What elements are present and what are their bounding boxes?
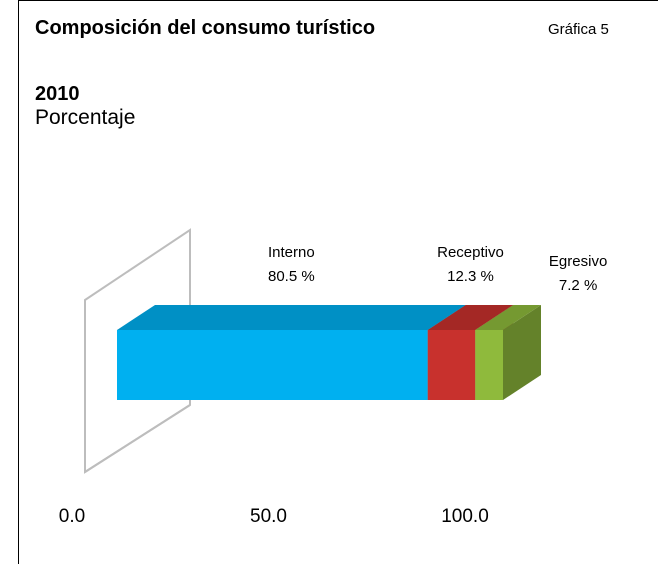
x-tick-label: 50.0 (250, 506, 287, 527)
annotation: Gráfica 5 (548, 21, 609, 38)
bar-top (117, 305, 466, 330)
floor-edge (84, 404, 191, 473)
bar-front (117, 330, 428, 400)
bar-front (427, 330, 476, 400)
chart-subtitle: Porcentaje (35, 106, 136, 129)
data-label-name: Interno (268, 244, 315, 261)
chart-title: Composición del consumo turístico (35, 17, 376, 39)
data-label-value: 80.5 % (268, 268, 315, 285)
bar-segment (475, 305, 541, 400)
data-label-name: Egresivo (549, 253, 607, 270)
x-tick-label: 100.0 (441, 506, 489, 527)
bar-front (475, 330, 503, 400)
bar-side (503, 305, 541, 400)
data-label-value: 12.3 % (447, 268, 494, 285)
frame (18, 0, 658, 564)
chart-date: 2010 (35, 83, 80, 105)
x-tick-label: 0.0 (59, 506, 85, 527)
data-label-value: 7.2 % (559, 277, 597, 294)
bar-top (475, 305, 541, 330)
bar-top (427, 305, 514, 330)
data-label-name: Receptivo (437, 244, 504, 261)
bar-segment (117, 305, 466, 400)
